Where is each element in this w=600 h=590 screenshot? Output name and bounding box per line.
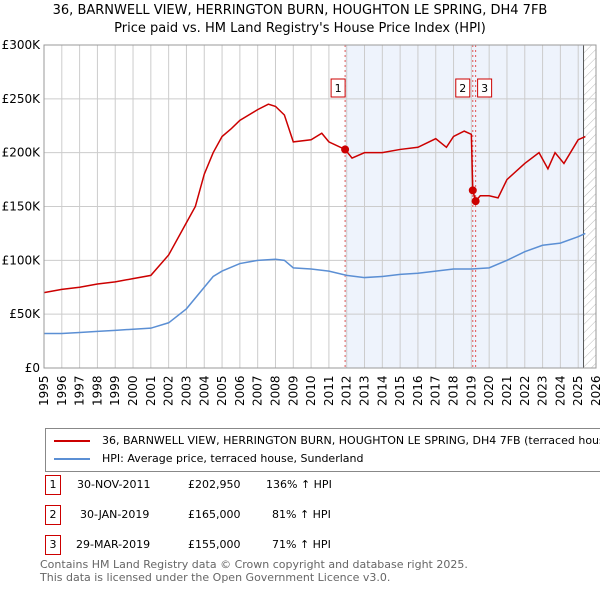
x-tick-label: 2011 [322,375,336,406]
footer: Contains HM Land Registry data © Crown c… [40,558,468,584]
sale-hpi: 136% ↑ HPI [266,478,332,491]
x-tick-label: 2002 [162,375,176,406]
chart-subtitle: Price paid vs. HM Land Registry's House … [114,21,486,36]
legend: 36, BARNWELL VIEW, HERRINGTON BURN, HOUG… [45,428,600,472]
sale-date: 29-MAR-2019 [76,538,151,551]
sale-price: £155,000 [188,538,241,551]
x-tick-label: 2019 [464,375,478,406]
sale-price: £202,950 [188,478,241,491]
x-tick-label: 2001 [144,375,158,406]
x-tick-label: 2015 [393,375,407,406]
sale-point [341,145,350,154]
y-tick-label: £0 [25,361,40,375]
y-tick-label: £100K [2,253,42,267]
sale-label: 2 [459,82,466,95]
x-tick-label: 2013 [358,375,372,406]
y-tick-label: £150K [2,200,42,214]
legend-item-property: 36, BARNWELL VIEW, HERRINGTON BURN, HOUG… [54,434,600,447]
sale-date: 30-JAN-2019 [80,508,150,521]
x-tick-label: 2004 [197,375,211,406]
y-tick-label: £50K [9,307,41,321]
footer-line: Contains HM Land Registry data © Crown c… [40,558,468,571]
x-tick-label: 2009 [286,375,300,406]
sale-hpi: 71% ↑ HPI [272,538,331,551]
x-tick-label: 2016 [411,375,425,406]
sale-label: 3 [481,82,488,95]
x-tick-label: 2007 [251,375,265,406]
x-tick-label: 2025 [571,375,585,406]
x-tick-label: 2000 [126,375,140,406]
sale-price: £165,000 [188,508,241,521]
x-tick-label: 1995 [37,375,51,406]
sale-label-box [455,78,471,98]
y-tick-label: £200K [2,146,42,160]
x-tick-label: 1997 [73,375,87,406]
y-tick-label: £300K [2,38,42,52]
sale-number: 1 [45,475,61,495]
x-tick-label: 2005 [215,375,229,406]
legend-item-hpi: HPI: Average price, terraced house, Sund… [54,452,363,465]
x-tick-label: 2006 [233,375,247,406]
x-tick-label: 1996 [55,375,69,406]
plot-frame [43,44,597,369]
x-tick-label: 2003 [179,375,193,406]
x-tick-label: 2023 [536,375,550,406]
sale-number: 3 [45,535,61,555]
x-tick-label: 1999 [108,375,122,406]
x-tick-label: 2018 [447,375,461,406]
sale-label: 1 [335,82,342,95]
x-tick-label: 2021 [500,375,514,406]
x-tick-label: 2008 [268,375,282,406]
sale-label-box [477,78,493,98]
legend-label: 36, BARNWELL VIEW, HERRINGTON BURN, HOUG… [102,434,600,447]
legend-swatch [54,457,90,460]
x-tick-label: 2024 [553,375,567,406]
sale-number: 2 [45,505,61,525]
x-tick-label: 2026 [589,375,600,406]
series-line [44,232,586,335]
sale-hpi: 81% ↑ HPI [272,508,331,521]
y-tick-label: £250K [2,92,42,106]
footer-line: This data is licensed under the Open Gov… [40,571,391,584]
legend-swatch [54,439,90,442]
sale-point [471,197,480,206]
x-tick-label: 1998 [90,375,104,406]
x-tick-label: 2010 [304,375,318,406]
x-tick-label: 2022 [518,375,532,406]
sale-date: 30-NOV-2011 [77,478,151,491]
sale-point [468,186,477,195]
x-tick-label: 2020 [482,375,496,406]
x-tick-label: 2012 [340,375,354,406]
x-tick-label: 2017 [429,375,443,406]
x-tick-label: 2014 [375,375,389,406]
price-chart: 1995 1996 1997 1998 1999 2000 2001 2002 2003 2004… [2,38,600,406]
chart-title: 36, BARNWELL VIEW, HERRINGTON BURN, HOUG… [52,3,548,18]
sale-label-box [330,78,346,98]
legend-label: HPI: Average price, terraced house, Sund… [102,452,364,465]
